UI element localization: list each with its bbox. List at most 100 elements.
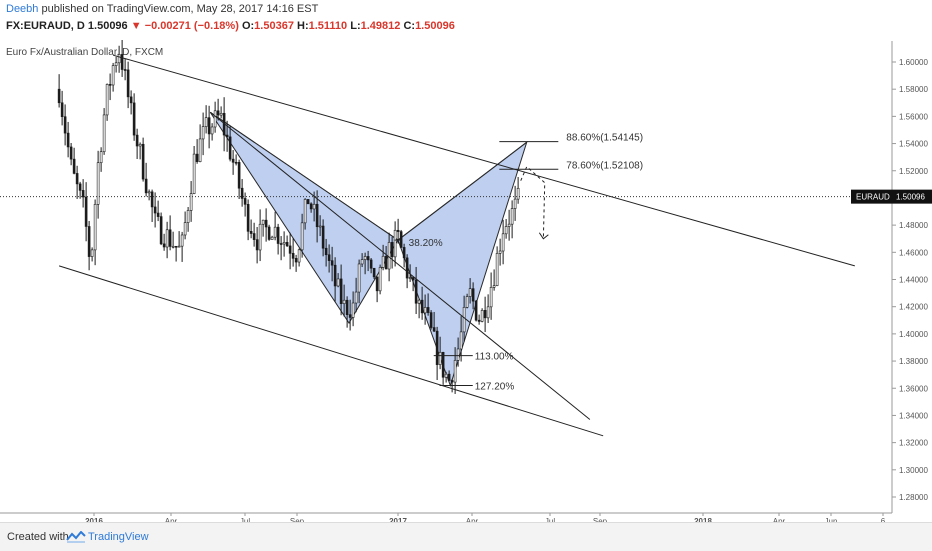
candle-body — [120, 54, 124, 70]
candle-body — [399, 231, 403, 248]
candle-body — [360, 259, 364, 265]
candle-body — [381, 255, 385, 268]
candle-body — [411, 277, 415, 281]
projection-arrow[interactable] — [520, 165, 546, 239]
candle-body — [465, 296, 469, 308]
y-tick-label: 1.56000 — [899, 112, 928, 121]
candle-body — [174, 245, 178, 248]
candle-body — [243, 198, 247, 205]
candle-body — [99, 151, 103, 164]
candle-body — [228, 136, 232, 160]
ohlc-line: FX:EURAUD, D 1.50096 ▼ −0.00271 (−0.18%)… — [6, 20, 455, 32]
y-tick-label: 1.32000 — [899, 439, 928, 448]
candle-body — [456, 348, 460, 361]
trendline-inner[interactable] — [209, 111, 591, 420]
candle-body — [201, 126, 205, 140]
candle-body — [87, 226, 91, 257]
candle-body — [435, 330, 439, 365]
candle-body — [507, 223, 511, 227]
chart-title: Euro Fx/Australian Dollar, D, FXCM — [6, 47, 163, 58]
y-tick-label: 1.48000 — [899, 221, 928, 230]
candle-body — [66, 132, 70, 148]
candle-body — [315, 203, 319, 228]
candle-body — [420, 299, 424, 314]
candle-body — [516, 187, 520, 200]
candle-body — [483, 310, 487, 319]
candle-body — [237, 162, 241, 189]
candle-body — [273, 226, 277, 238]
candle-body — [441, 352, 445, 378]
x-tick-label: Apr — [165, 517, 178, 522]
candle-body — [504, 226, 508, 235]
candle-body — [213, 110, 217, 128]
trendline-upper[interactable] — [112, 54, 855, 267]
trendline-lower[interactable] — [58, 265, 604, 437]
candle-body — [450, 380, 454, 383]
x-tick-label: Jun — [825, 517, 838, 522]
candle-body — [366, 256, 370, 261]
candle-body — [258, 223, 262, 251]
candle-body — [477, 319, 481, 322]
x-tick-label: Sep — [593, 517, 608, 522]
candle-body — [192, 153, 196, 194]
candle-body — [297, 249, 301, 263]
projection-arrowhead — [538, 232, 549, 240]
x-tick-label: Jul — [240, 517, 250, 522]
candle-body — [432, 327, 436, 332]
close-value: 1.50096 — [415, 20, 455, 32]
candle-body — [270, 236, 274, 240]
y-tick-label: 1.30000 — [899, 466, 928, 475]
x-tick-label: 2017 — [389, 517, 407, 522]
candle-body — [318, 225, 322, 228]
high-value: 1.51110 — [308, 20, 348, 32]
candle-body — [129, 96, 133, 104]
candle-body — [204, 117, 208, 127]
candle-body — [90, 249, 94, 257]
candle-body — [480, 310, 484, 322]
candle-body — [96, 162, 100, 205]
candle-body — [285, 242, 289, 247]
candle-body — [288, 245, 292, 254]
candle-body — [63, 116, 67, 134]
candle-body — [231, 158, 235, 163]
candle-body — [351, 302, 355, 318]
author-link[interactable]: Deebh — [6, 3, 39, 15]
candle-body — [468, 288, 472, 297]
candle-body — [300, 222, 304, 251]
candle-body — [348, 314, 352, 318]
low-value: 1.49812 — [360, 20, 401, 32]
created-with-text: Created with — [7, 531, 69, 543]
price-chart[interactable]: 1.60000 1.58000 1.56000 1.54000 1.52000 1.500… — [0, 40, 932, 522]
candle-body — [471, 288, 475, 302]
candle-body — [405, 257, 409, 279]
candle-body — [126, 69, 130, 98]
candle-body — [336, 278, 340, 287]
publish-line: Deebh published on TradingView.com, May … — [6, 3, 318, 15]
candle-body — [291, 253, 295, 259]
candle-body — [246, 204, 250, 232]
tradingview-brand-link[interactable]: TradingView — [88, 531, 149, 543]
candle-body — [309, 203, 313, 210]
candle-body — [159, 216, 163, 245]
fib-level-label: 113.00% — [475, 352, 514, 363]
candle-body — [114, 62, 118, 66]
price-axis-bg — [893, 41, 932, 513]
candle-body — [210, 126, 214, 135]
candle-body — [81, 190, 85, 198]
y-tick-label: 1.52000 — [899, 167, 928, 176]
candle-body — [444, 373, 448, 378]
y-tick-label: 1.44000 — [899, 276, 928, 285]
candle-body — [321, 225, 325, 249]
candle-body — [219, 112, 223, 116]
candle-body — [459, 331, 463, 350]
y-tick-label: 1.38000 — [899, 357, 928, 366]
candle-body — [417, 299, 421, 304]
candle-body — [84, 196, 88, 227]
candle-body — [186, 210, 190, 223]
x-tick-label: 2018 — [694, 517, 712, 522]
candle-body — [429, 312, 433, 328]
candle-body — [141, 143, 145, 180]
open-label: O: — [241, 20, 255, 32]
candle-body — [60, 102, 64, 117]
candle-body — [279, 243, 283, 245]
